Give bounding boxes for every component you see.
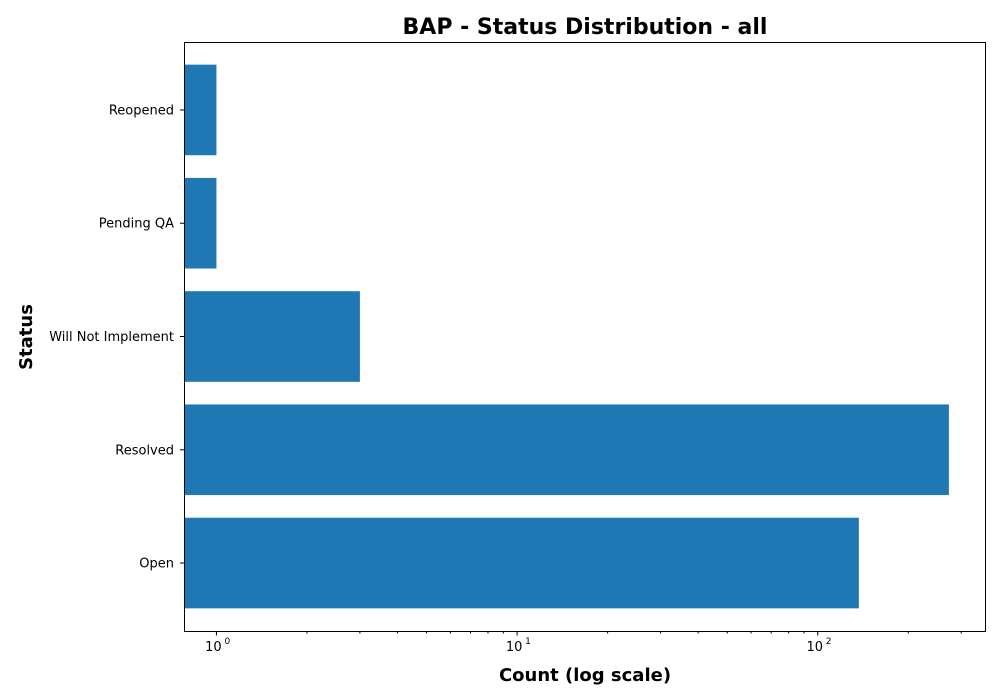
y-tick-label: Open xyxy=(139,557,174,572)
x-tick-label: 10 xyxy=(806,640,823,655)
bars-group xyxy=(184,65,949,609)
x-axis-ticks: 10 0 10 1 10 2 xyxy=(205,631,961,655)
bar-pending-qa xyxy=(184,178,216,269)
bar-will-not-implement xyxy=(184,291,360,382)
y-tick-label: Will Not Implement xyxy=(49,330,174,345)
bar-resolved xyxy=(184,404,949,495)
x-tick-exponent: 2 xyxy=(826,637,832,647)
y-tick-label: Pending QA xyxy=(99,217,174,232)
y-tick-label: Resolved xyxy=(115,443,174,458)
bar-reopened xyxy=(184,65,216,156)
y-axis-label: Status xyxy=(16,304,37,370)
x-tick-exponent: 1 xyxy=(525,637,531,647)
y-tick-label: Reopened xyxy=(109,103,174,118)
bar-open xyxy=(184,518,859,609)
x-tick-label: 10 xyxy=(506,640,523,655)
x-tick-exponent: 0 xyxy=(224,637,230,647)
y-axis-ticks: Open Resolved Will Not Implement Pending QA… xyxy=(49,103,184,571)
chart-title: BAP - Status Distribution - all xyxy=(403,15,768,40)
x-tick-label: 10 xyxy=(205,640,222,655)
x-axis-label: Count (log scale) xyxy=(499,665,671,686)
